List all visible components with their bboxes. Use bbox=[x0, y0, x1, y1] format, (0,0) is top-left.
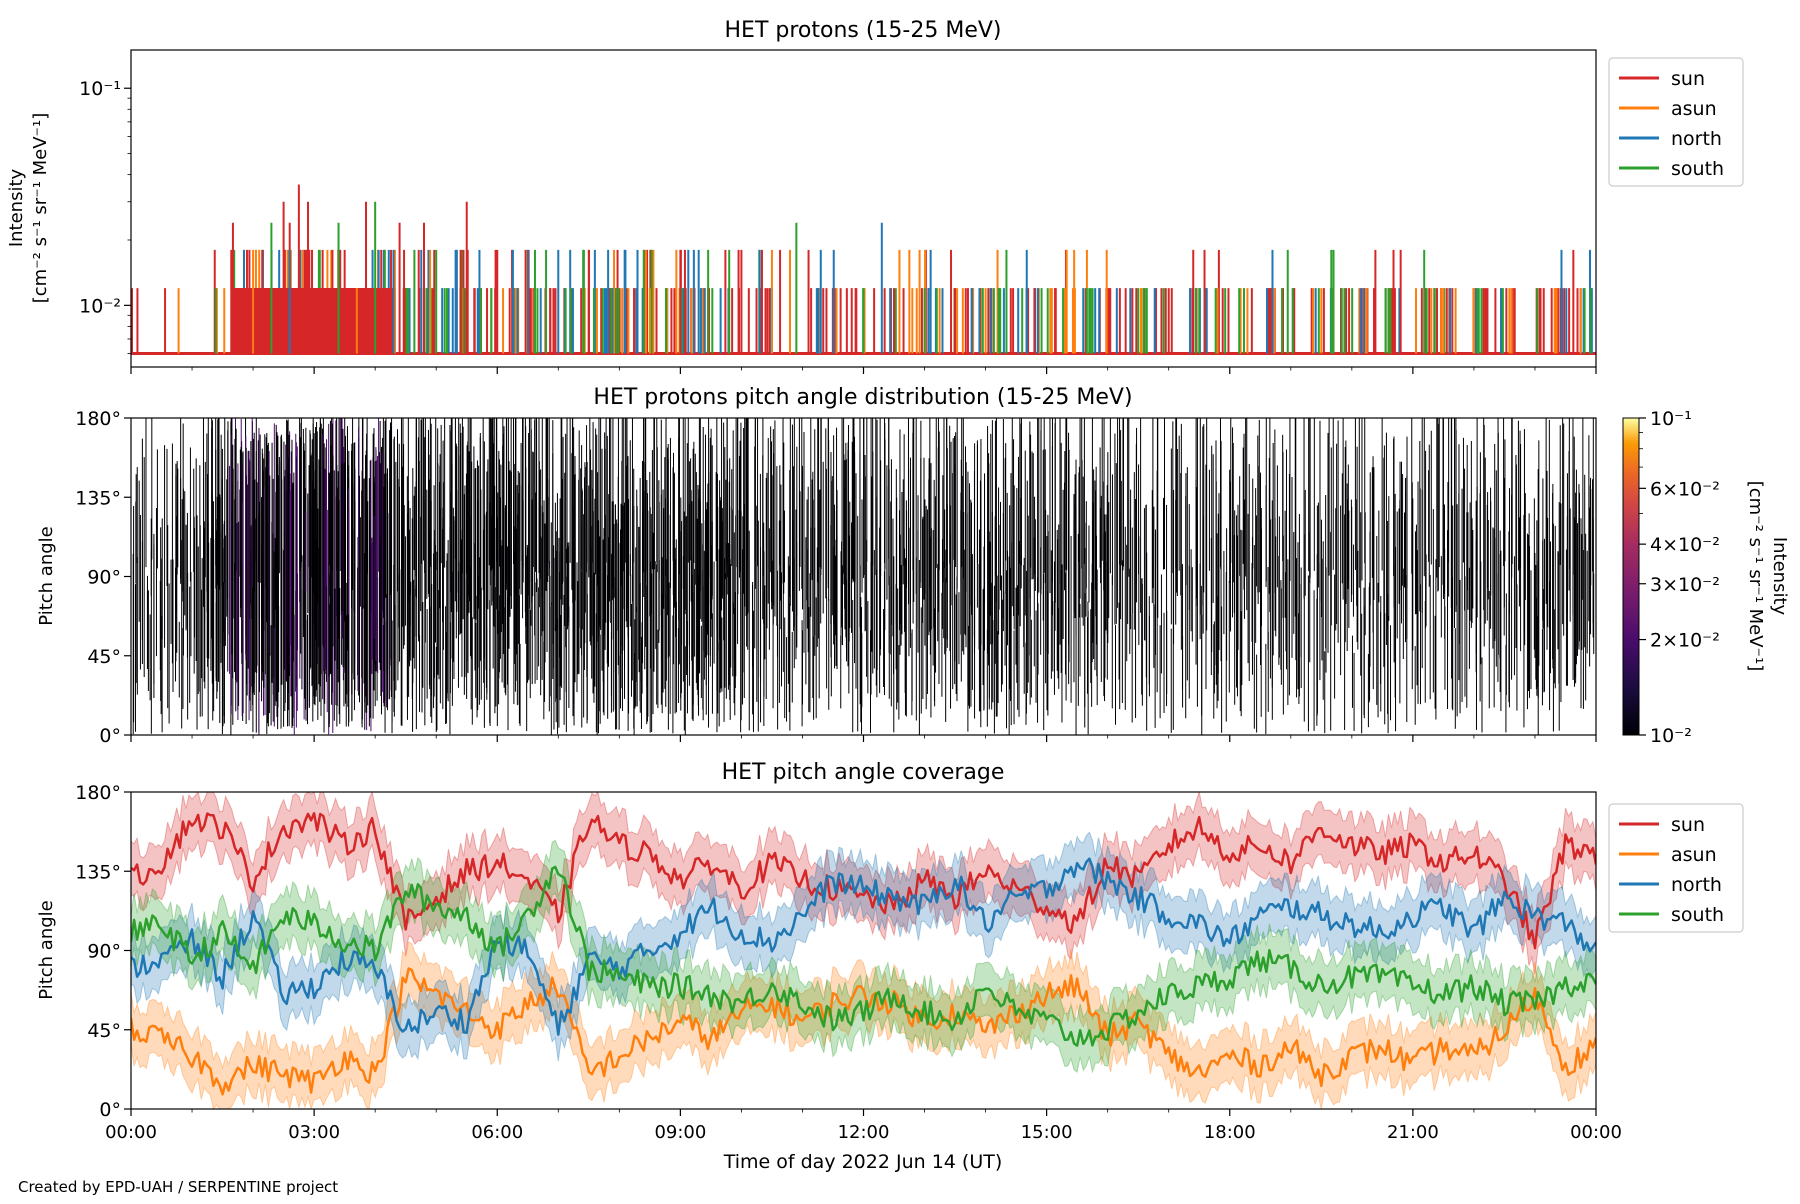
series-line-south bbox=[131, 865, 1596, 1047]
colorbar-label-line1: Intensity bbox=[1769, 537, 1790, 616]
panel1-y-label: Intensity [cm⁻² s⁻¹ sr⁻¹ MeV⁻¹] bbox=[6, 113, 51, 304]
x-tick-label: 00:00 bbox=[105, 1122, 157, 1143]
colorbar-tick-label: 6×10⁻² bbox=[1650, 478, 1720, 500]
y-tick-label: 10⁻¹ bbox=[79, 78, 121, 100]
panel1-y-axis: 10⁻¹ 10⁻² bbox=[79, 78, 131, 354]
panel1-x-ticks bbox=[130, 367, 1597, 374]
colorbar-tick-label: 4×10⁻² bbox=[1650, 534, 1720, 556]
y-tick-label: 135° bbox=[75, 487, 121, 509]
panel3-y-axis: 0° 45° 90° 135° 180° bbox=[75, 782, 131, 1121]
colorbar-ticks: 10⁻¹ 6×10⁻² 4×10⁻² 3×10⁻² 2×10⁻² 10⁻² bbox=[1639, 408, 1720, 747]
colorbar-label: Intensity [cm⁻² s⁻¹ sr⁻¹ MeV⁻¹] bbox=[1745, 481, 1790, 672]
series-line-sun bbox=[131, 812, 1596, 950]
colorbar-tick-label: 3×10⁻² bbox=[1650, 574, 1720, 596]
band-sun bbox=[131, 792, 1596, 975]
series-line-asun bbox=[131, 967, 1596, 1096]
y-tick-label: 180° bbox=[75, 782, 121, 804]
panel3-x-axis: 00:00 03:00 06:00 09:00 12:00 15:00 18:00 21:00… bbox=[105, 1109, 1622, 1143]
y-tick-label: 10⁻² bbox=[79, 295, 121, 317]
panel1-legend: sun asun north south bbox=[1608, 57, 1744, 187]
credit-footer: Created by EPD-UAH / SERPENTINE project bbox=[18, 1178, 338, 1196]
y-tick-label: 45° bbox=[87, 1020, 121, 1042]
x-tick-label: 03:00 bbox=[288, 1122, 340, 1143]
colorbar-tick-label: 10⁻¹ bbox=[1650, 408, 1692, 430]
series-line-north bbox=[131, 857, 1596, 1036]
legend-box bbox=[1608, 803, 1744, 933]
x-tick-label: 12:00 bbox=[838, 1122, 890, 1143]
band-asun bbox=[131, 941, 1596, 1109]
x-axis-label: Time of day 2022 Jun 14 (UT) bbox=[723, 1151, 1003, 1173]
legend-label-south: south bbox=[1671, 158, 1724, 180]
panel3-plot-area bbox=[131, 792, 1596, 1109]
legend-box bbox=[1608, 57, 1744, 187]
legend-label-asun: asun bbox=[1671, 844, 1717, 866]
y-tick-label: 180° bbox=[75, 408, 121, 430]
legend-label-north: north bbox=[1671, 874, 1722, 896]
legend-label-sun: sun bbox=[1671, 814, 1705, 836]
y-tick-label: 0° bbox=[99, 1099, 121, 1121]
panel2-x-ticks bbox=[130, 735, 1597, 742]
legend-label-north: north bbox=[1671, 128, 1722, 150]
panel3-legend: sun asun north south bbox=[1608, 803, 1744, 933]
y-tick-label: 90° bbox=[87, 941, 121, 963]
legend-label-south: south bbox=[1671, 904, 1724, 926]
legend-label-asun: asun bbox=[1671, 98, 1717, 120]
colorbar-tick-label: 10⁻² bbox=[1650, 725, 1692, 747]
colorbar bbox=[1622, 417, 1640, 736]
y-tick-label: 0° bbox=[99, 725, 121, 747]
panel1-plot-area bbox=[131, 184, 1596, 356]
y-tick-label: 135° bbox=[75, 861, 121, 883]
x-tick-label: 00:00 bbox=[1570, 1122, 1622, 1143]
panel2-y-label: Pitch angle bbox=[36, 526, 57, 625]
band-south bbox=[131, 839, 1596, 1074]
panel1-y-label-line2: [cm⁻² s⁻¹ sr⁻¹ MeV⁻¹] bbox=[30, 113, 51, 304]
panel1-title: HET protons (15-25 MeV) bbox=[725, 18, 1002, 43]
x-tick-label: 09:00 bbox=[654, 1122, 706, 1143]
panel1-y-label-line1: Intensity bbox=[6, 168, 27, 247]
y-tick-label: 45° bbox=[87, 646, 121, 668]
x-tick-label: 18:00 bbox=[1204, 1122, 1256, 1143]
x-tick-label: 06:00 bbox=[471, 1122, 523, 1143]
band-north bbox=[131, 831, 1596, 1062]
y-tick-label: 90° bbox=[87, 567, 121, 589]
panel3-title: HET pitch angle coverage bbox=[722, 760, 1005, 785]
panel2-title: HET protons pitch angle distribution (15… bbox=[593, 385, 1132, 410]
colorbar-label-line2: [cm⁻² s⁻¹ sr⁻¹ MeV⁻¹] bbox=[1745, 481, 1766, 672]
x-tick-label: 15:00 bbox=[1021, 1122, 1073, 1143]
panel2-plot-area bbox=[132, 418, 1595, 735]
colorbar-tick-label: 2×10⁻² bbox=[1650, 630, 1720, 652]
panel3-y-label: Pitch angle bbox=[36, 900, 57, 999]
panel2-y-axis: 0° 45° 90° 135° 180° bbox=[75, 408, 131, 747]
legend-label-sun: sun bbox=[1671, 68, 1705, 90]
x-tick-label: 21:00 bbox=[1387, 1122, 1439, 1143]
